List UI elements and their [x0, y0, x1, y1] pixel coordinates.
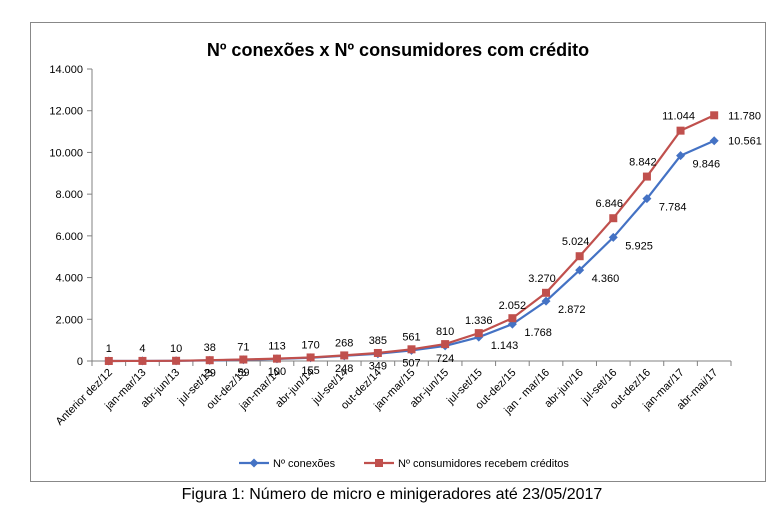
- data-label: 155: [301, 365, 319, 377]
- data-label: 5.024: [562, 236, 590, 248]
- data-point-square: [239, 356, 247, 364]
- data-label: 8.842: [629, 157, 657, 169]
- data-label: 248: [335, 363, 353, 375]
- y-tick-label: 10.000: [49, 147, 83, 159]
- data-point-square: [138, 357, 146, 365]
- data-label: 7.784: [659, 202, 687, 214]
- x-axis: Anterior dez/12jan-mar/13abr-jun/13jul-s…: [54, 361, 731, 428]
- data-point-square: [677, 127, 685, 135]
- data-point-square: [609, 214, 617, 222]
- data-label: 10.561: [728, 136, 762, 148]
- data-label: 71: [237, 342, 249, 354]
- data-label-layer: 1 4 10 38 71 113 170 268 385 561 810 1.336 2.052 3.27…: [106, 110, 762, 379]
- data-point-square: [441, 340, 449, 348]
- y-tick-label: 8.000: [55, 189, 83, 201]
- data-label: 268: [335, 337, 353, 349]
- data-label: 507: [402, 357, 420, 369]
- data-label: 385: [369, 335, 387, 347]
- y-tick-label: 2.000: [55, 314, 83, 326]
- data-label: 1.143: [491, 340, 519, 352]
- series-layer: [104, 111, 718, 365]
- data-point-square: [542, 289, 550, 297]
- y-tick-label: 14.000: [49, 64, 83, 76]
- legend-marker-diamond: [250, 459, 259, 468]
- data-label: 11.044: [662, 111, 695, 123]
- data-point-square: [172, 357, 180, 365]
- y-tick-label: 4.000: [55, 273, 83, 285]
- data-label: 1.768: [524, 327, 552, 339]
- data-label: 29: [204, 367, 216, 379]
- data-label: 561: [402, 331, 420, 343]
- legend: Nº conexões Nº consumidores recebem crédi…: [239, 458, 569, 470]
- series-line-1: [109, 141, 714, 361]
- data-point-square: [206, 356, 214, 364]
- data-label: 349: [369, 361, 387, 373]
- data-point-square: [307, 353, 315, 361]
- data-point-square: [105, 357, 113, 365]
- chart-svg: Nº conexões x Nº consumidores com crédit…: [31, 23, 765, 481]
- legend-marker-square: [375, 459, 383, 467]
- y-tick-label: 12.000: [49, 106, 83, 118]
- data-label: 113: [268, 341, 286, 353]
- data-point-square: [643, 173, 651, 181]
- data-label: 724: [436, 353, 454, 365]
- x-tick-label: Anterior dez/12: [54, 367, 115, 428]
- chart-title: Nº conexões x Nº consumidores com crédit…: [207, 40, 589, 60]
- data-label: 3.270: [528, 273, 556, 285]
- data-label: 10: [170, 343, 182, 355]
- data-label: 11.780: [728, 110, 761, 122]
- data-label: 1: [106, 343, 112, 355]
- data-label: 1.336: [465, 315, 493, 327]
- data-label: 2.872: [558, 304, 586, 316]
- data-point-square: [475, 329, 483, 337]
- data-label: 59: [237, 367, 249, 379]
- data-point-square: [374, 349, 382, 357]
- data-label: 100: [268, 366, 286, 378]
- data-point-square: [273, 355, 281, 363]
- data-point-diamond: [710, 136, 719, 145]
- data-label: 4.360: [592, 273, 620, 285]
- data-label: 6.846: [596, 198, 624, 210]
- data-label: 5.925: [625, 240, 653, 252]
- y-tick-label: 6.000: [55, 231, 83, 243]
- data-point-square: [508, 314, 516, 322]
- data-label: 4: [139, 343, 145, 355]
- data-label: 9.846: [693, 159, 721, 171]
- chart-frame: Nº conexões x Nº consumidores com crédit…: [30, 22, 766, 482]
- data-label: 38: [204, 342, 216, 354]
- data-point-square: [340, 351, 348, 359]
- data-label: 810: [436, 326, 454, 338]
- y-axis: 0 2.000 4.000 6.000 8.000 10.000 12.000 14.000: [49, 64, 92, 368]
- series-line-2: [109, 115, 714, 361]
- data-point-square: [408, 345, 416, 353]
- legend-label: Nº conexões: [273, 458, 336, 470]
- figure-caption: Figura 1: Número de micro e minigeradore…: [0, 486, 784, 504]
- data-label: 2.052: [499, 300, 527, 312]
- legend-label: Nº consumidores recebem créditos: [398, 458, 569, 470]
- data-point-square: [710, 111, 718, 119]
- data-point-square: [576, 252, 584, 260]
- data-label: 170: [301, 339, 319, 351]
- y-tick-label: 0: [77, 356, 83, 368]
